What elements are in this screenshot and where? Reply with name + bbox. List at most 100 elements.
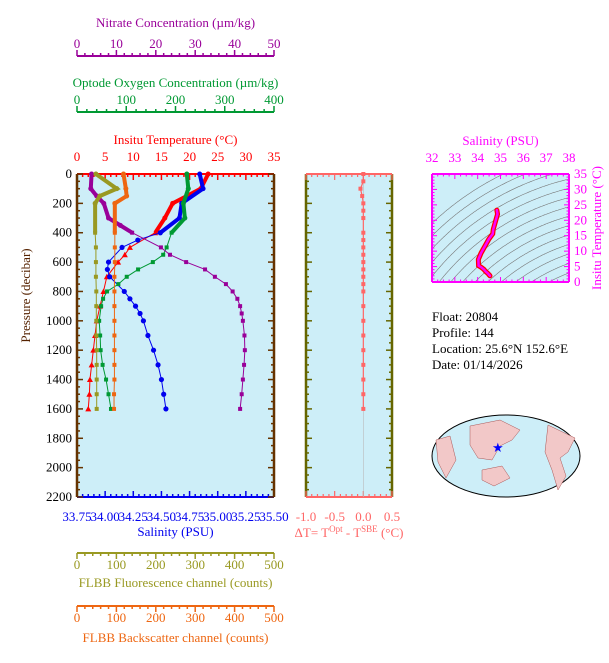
delta-point — [361, 274, 366, 279]
temperature-tick-label: 10 — [127, 149, 140, 164]
ts-x-tick-label: 38 — [563, 150, 576, 165]
backscatter-tick-label: 300 — [185, 610, 205, 625]
backscatter-series — [112, 171, 130, 411]
fluorescence-point — [94, 392, 99, 397]
land-africa — [435, 435, 457, 479]
nitrate-point — [240, 318, 245, 323]
backscatter-point — [112, 289, 117, 294]
backscatter-point — [112, 406, 117, 411]
oxygen-point — [100, 362, 105, 367]
density-isoline — [432, 173, 504, 224]
pressure-tick-label: 1200 — [46, 342, 72, 357]
salinity-tick-label: 35.00 — [203, 509, 232, 524]
ts-curve — [477, 208, 499, 278]
backscatter-point — [112, 362, 117, 367]
oxygen-point — [136, 267, 141, 272]
pressure-tick-label: 200 — [53, 195, 73, 210]
backscatter-point — [112, 318, 117, 323]
temperature-point — [86, 391, 93, 397]
oxygen-point — [101, 296, 106, 301]
nitrate-point — [167, 252, 172, 257]
nitrate-point — [240, 377, 245, 382]
salinity-axis-title: Salinity (PSU) — [137, 524, 213, 539]
nitrate-point — [238, 304, 243, 309]
oxygen-point — [106, 392, 111, 397]
nitrate-near-surface-line — [88, 173, 134, 235]
salinity-point — [137, 310, 143, 317]
pressure-tick-label: 2200 — [46, 489, 72, 504]
ts-y-tick-label: 5 — [574, 259, 581, 274]
delta-point — [361, 230, 366, 235]
oxygen-point — [161, 252, 166, 257]
salinity-point — [107, 274, 113, 280]
fluorescence-point — [93, 245, 98, 250]
salinity-point — [127, 296, 133, 302]
nitrate-point — [230, 289, 235, 294]
temperature-point — [86, 376, 93, 383]
nitrate-point — [235, 296, 240, 301]
profile-number: Profile: 144 — [432, 325, 494, 340]
temperature-tick-label: 5 — [102, 149, 109, 164]
fluorescence-point — [93, 274, 98, 279]
pressure-axis-title: Pressure (decibar) — [18, 248, 33, 342]
backscatter-tick-label: 100 — [107, 610, 127, 625]
oxygen-series — [97, 171, 191, 411]
salinity-point — [161, 391, 167, 397]
oxygen-point — [150, 260, 155, 265]
nitrate-tick-label: 10 — [110, 36, 123, 51]
salinity-point — [105, 259, 112, 265]
nitrate-axis-title: Nitrate Concentration (µm/kg) — [96, 15, 255, 30]
ts-x-axis-title: Salinity (PSU) — [462, 133, 538, 148]
delta-point — [360, 194, 365, 199]
nitrate-point — [212, 274, 217, 279]
nitrate-tick-label: 30 — [189, 36, 202, 51]
delta-point — [361, 289, 366, 294]
temperature-point — [121, 251, 128, 258]
backscatter-tick-label: 200 — [146, 610, 166, 625]
density-isoline — [431, 178, 569, 263]
backscatter-tick-label: 400 — [225, 610, 245, 625]
ts-y-tick-label: 25 — [574, 197, 587, 212]
temperature-tick-label: 20 — [183, 149, 196, 164]
density-isoline — [531, 263, 569, 283]
ts-y-tick-label: 30 — [574, 181, 587, 196]
backscatter-tick-label: 500 — [264, 610, 284, 625]
fluorescence-near-surface-line — [93, 172, 121, 233]
salinity-point — [132, 303, 139, 309]
nitrate-point — [242, 362, 247, 367]
backscatter-tick-label: 0 — [74, 610, 81, 625]
delta-point — [358, 186, 363, 191]
ts-x-tick-label: 35 — [494, 150, 507, 165]
pressure-tick-label: 1400 — [46, 372, 72, 387]
delta-point — [361, 304, 366, 309]
salinity-point — [104, 266, 110, 273]
fluorescence-point — [94, 289, 99, 294]
ts-y-tick-label: 15 — [574, 228, 587, 243]
fluorescence-point — [94, 362, 99, 367]
land-australia — [481, 465, 511, 487]
delta-point — [361, 252, 366, 257]
density-isoline — [432, 173, 553, 249]
salinity-tick-label: 35.25 — [231, 509, 260, 524]
salinity-point — [140, 318, 147, 324]
ts-y-tick-label: 10 — [574, 243, 587, 258]
land-americas — [544, 424, 576, 491]
nitrate-point — [242, 333, 247, 338]
temperature-tick-label: 15 — [155, 149, 168, 164]
density-isoline — [450, 206, 569, 282]
salinity-tick-label: 35.50 — [259, 509, 288, 524]
fluorescence-series — [92, 171, 121, 411]
temperature-point — [85, 405, 92, 412]
density-isoline — [549, 272, 569, 283]
ts-x-tick-label: 33 — [448, 150, 461, 165]
nitrate-tick-label: 20 — [149, 36, 162, 51]
delta-point — [361, 348, 366, 353]
oxygen-point — [105, 289, 110, 294]
oxygen-point — [124, 274, 129, 279]
temperature-point — [100, 288, 107, 294]
nitrate-tick-label: 40 — [228, 36, 241, 51]
date: Date: 01/14/2026 — [432, 357, 523, 372]
oxygen-tick-label: 400 — [264, 92, 284, 107]
